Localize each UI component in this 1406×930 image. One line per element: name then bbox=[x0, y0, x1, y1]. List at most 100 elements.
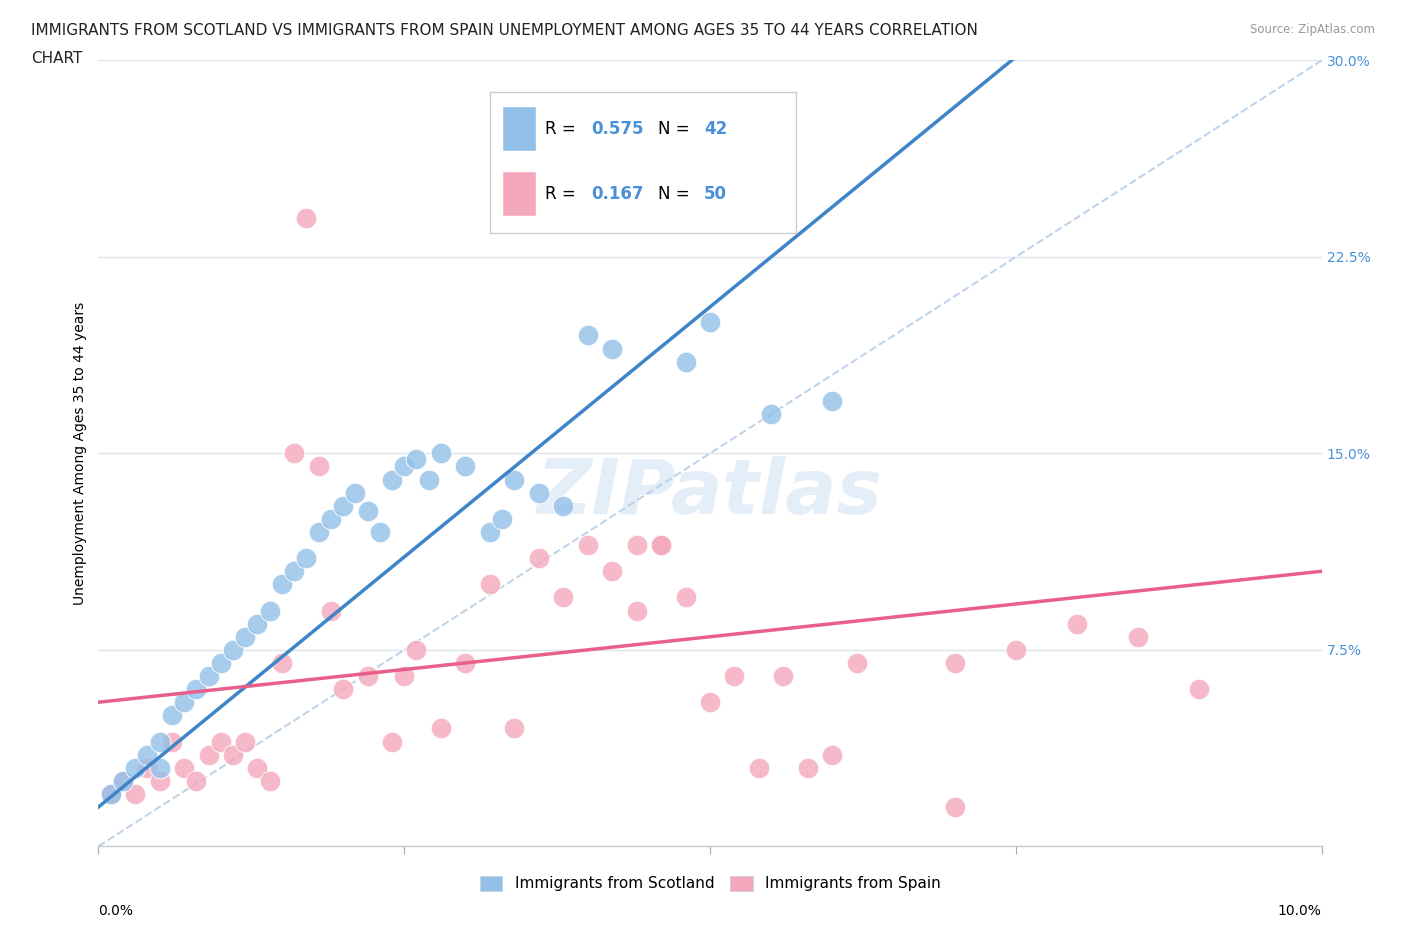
Point bbox=[723, 669, 745, 684]
Point bbox=[600, 341, 623, 356]
Point bbox=[283, 564, 305, 578]
Point bbox=[124, 787, 146, 802]
Point bbox=[136, 761, 159, 776]
Point bbox=[527, 485, 550, 500]
Point bbox=[100, 787, 122, 802]
Text: ZIPatlas: ZIPatlas bbox=[537, 456, 883, 530]
Point bbox=[111, 774, 134, 789]
Point bbox=[270, 577, 292, 591]
Text: 10.0%: 10.0% bbox=[1278, 904, 1322, 918]
Point bbox=[478, 525, 501, 539]
Point bbox=[527, 551, 550, 565]
Point bbox=[943, 656, 966, 671]
Point bbox=[295, 210, 318, 225]
Point bbox=[233, 734, 256, 749]
Point bbox=[111, 774, 134, 789]
Text: Source: ZipAtlas.com: Source: ZipAtlas.com bbox=[1250, 23, 1375, 36]
Legend: Immigrants from Scotland, Immigrants from Spain: Immigrants from Scotland, Immigrants fro… bbox=[474, 870, 946, 897]
Point bbox=[626, 604, 648, 618]
Point bbox=[418, 472, 440, 487]
Point bbox=[233, 630, 256, 644]
Point bbox=[222, 643, 245, 658]
Point bbox=[209, 734, 232, 749]
Point bbox=[392, 459, 416, 474]
Point bbox=[222, 747, 245, 762]
Text: CHART: CHART bbox=[31, 51, 83, 66]
Point bbox=[186, 682, 208, 697]
Point bbox=[576, 328, 599, 343]
Point bbox=[246, 761, 269, 776]
Point bbox=[160, 708, 183, 723]
Point bbox=[270, 656, 292, 671]
Point bbox=[650, 538, 672, 552]
Point bbox=[626, 538, 648, 552]
Point bbox=[344, 485, 367, 500]
Point bbox=[124, 761, 146, 776]
Point bbox=[748, 761, 770, 776]
Point bbox=[845, 656, 868, 671]
Point bbox=[332, 498, 354, 513]
Point bbox=[392, 669, 416, 684]
Point bbox=[821, 747, 844, 762]
Point bbox=[478, 577, 501, 591]
Point bbox=[576, 538, 599, 552]
Point bbox=[319, 604, 342, 618]
Point bbox=[1004, 643, 1026, 658]
Point bbox=[797, 761, 820, 776]
Point bbox=[675, 354, 697, 369]
Point bbox=[136, 747, 159, 762]
Point bbox=[405, 451, 427, 466]
Point bbox=[160, 734, 183, 749]
Point bbox=[405, 643, 427, 658]
Point bbox=[149, 774, 172, 789]
Point bbox=[308, 525, 330, 539]
Point bbox=[699, 315, 721, 330]
Point bbox=[943, 800, 966, 815]
Point bbox=[246, 617, 269, 631]
Text: IMMIGRANTS FROM SCOTLAND VS IMMIGRANTS FROM SPAIN UNEMPLOYMENT AMONG AGES 35 TO : IMMIGRANTS FROM SCOTLAND VS IMMIGRANTS F… bbox=[31, 23, 977, 38]
Point bbox=[319, 512, 342, 526]
Point bbox=[197, 747, 219, 762]
Point bbox=[259, 774, 281, 789]
Point bbox=[173, 761, 195, 776]
Text: 0.0%: 0.0% bbox=[98, 904, 134, 918]
Point bbox=[454, 459, 477, 474]
Point bbox=[368, 525, 391, 539]
Point bbox=[553, 590, 575, 604]
Point bbox=[675, 590, 697, 604]
Point bbox=[454, 656, 477, 671]
Point bbox=[209, 656, 232, 671]
Point bbox=[503, 472, 526, 487]
Point bbox=[491, 512, 513, 526]
Point bbox=[821, 393, 844, 408]
Point bbox=[149, 734, 172, 749]
Point bbox=[149, 761, 172, 776]
Y-axis label: Unemployment Among Ages 35 to 44 years: Unemployment Among Ages 35 to 44 years bbox=[73, 301, 87, 605]
Point bbox=[430, 446, 453, 461]
Point bbox=[1188, 682, 1211, 697]
Point bbox=[308, 459, 330, 474]
Point bbox=[332, 682, 354, 697]
Point bbox=[259, 604, 281, 618]
Point bbox=[650, 538, 672, 552]
Point bbox=[553, 498, 575, 513]
Point bbox=[356, 503, 378, 518]
Point bbox=[759, 406, 782, 421]
Point bbox=[1128, 630, 1150, 644]
Point bbox=[699, 695, 721, 710]
Point bbox=[503, 721, 526, 736]
Point bbox=[430, 721, 453, 736]
Point bbox=[173, 695, 195, 710]
Point bbox=[772, 669, 794, 684]
Point bbox=[626, 171, 648, 186]
Point bbox=[381, 472, 404, 487]
Point bbox=[356, 669, 378, 684]
Point bbox=[197, 669, 219, 684]
Point bbox=[381, 734, 404, 749]
Point bbox=[186, 774, 208, 789]
Point bbox=[283, 446, 305, 461]
Point bbox=[600, 564, 623, 578]
Point bbox=[1066, 617, 1088, 631]
Point bbox=[295, 551, 318, 565]
Point bbox=[100, 787, 122, 802]
